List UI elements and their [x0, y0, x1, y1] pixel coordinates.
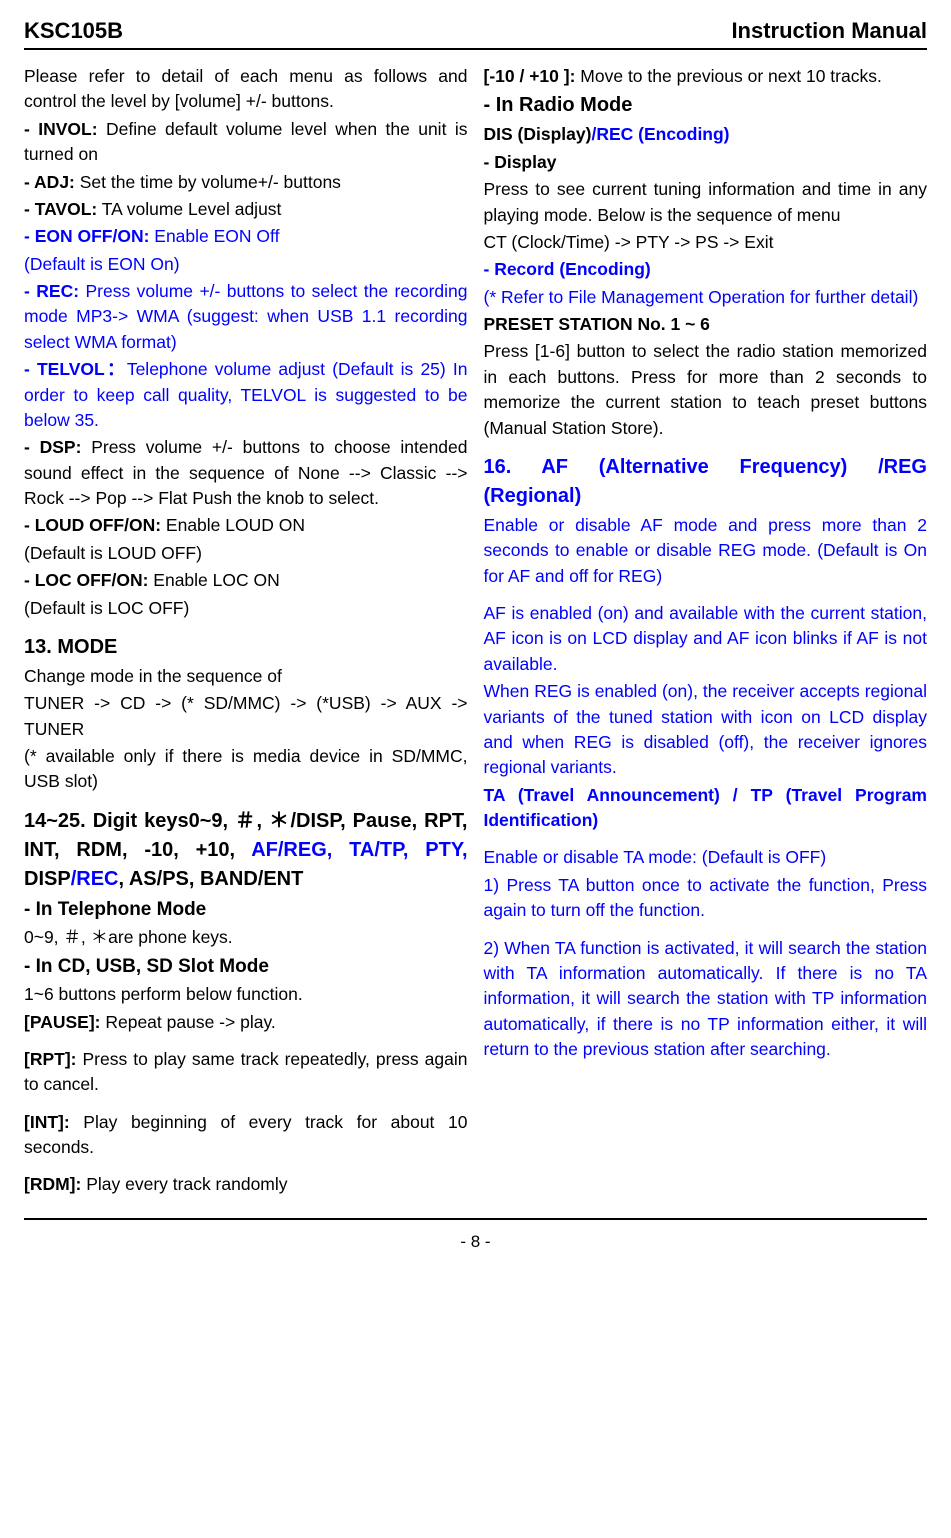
right-column: [-10 / +10 ]: Move to the previous or ne…	[484, 64, 928, 1200]
display-text2: CT (Clock/Time) -> PTY -> PS -> Exit	[484, 230, 928, 255]
mode-title: 13. MODE	[24, 633, 468, 662]
rdm-text: Play every track randomly	[81, 1174, 287, 1194]
loc-text: Enable LOC ON	[148, 570, 279, 590]
rpt-item: [RPT]: Press to play same track repeated…	[24, 1047, 468, 1098]
display-title: - Display	[484, 150, 928, 175]
dsp-label: - DSP:	[24, 437, 81, 457]
int-item: [INT]: Play beginning of every track for…	[24, 1110, 468, 1161]
product-model: KSC105B	[24, 18, 123, 44]
tel-mode-title: - In Telephone Mode	[24, 896, 468, 924]
keys-title: 14~25. Digit keys0~9, ＃, ＊/DISP, Pause, …	[24, 807, 468, 894]
loud-text: Enable LOUD ON	[161, 515, 305, 535]
loc-default: (Default is LOC OFF)	[24, 596, 468, 621]
tel-mode-text: 0~9, ＃, ＊are phone keys.	[24, 925, 468, 950]
rpt-text: Press to play same track repeatedly, pre…	[24, 1049, 468, 1094]
af-title: 16. AF (Alternative Frequency) /REG (Reg…	[484, 453, 928, 511]
page: KSC105B Instruction Manual Please refer …	[0, 0, 951, 1538]
ta-text2: 1) Press TA button once to activate the …	[484, 873, 928, 924]
page-header: KSC105B Instruction Manual	[24, 18, 927, 50]
left-column: Please refer to detail of each menu as f…	[24, 64, 468, 1200]
tavol-text: TA volume Level adjust	[97, 199, 281, 219]
page-footer: - 8 -	[24, 1220, 927, 1252]
cd-mode-text: 1~6 buttons perform below function.	[24, 982, 468, 1007]
radio-mode-title: - In Radio Mode	[484, 91, 928, 120]
preset-title: PRESET STATION No. 1 ~ 6	[484, 312, 928, 337]
tavol-label: - TAVOL:	[24, 199, 97, 219]
telvol-item: - TELVOL：Telephone volume adjust (Defaul…	[24, 357, 468, 433]
doc-title: Instruction Manual	[731, 18, 927, 44]
int-text: Play beginning of every track for about …	[24, 1112, 468, 1157]
adj-label: - ADJ:	[24, 172, 75, 192]
af-text3: When REG is enabled (on), the receiver a…	[484, 679, 928, 781]
telvol-label: - TELVOL：	[24, 359, 127, 379]
loud-default: (Default is LOUD OFF)	[24, 541, 468, 566]
pause-text: Repeat pause -> play.	[100, 1012, 275, 1032]
ta-text1: Enable or disable TA mode: (Default is O…	[484, 845, 928, 870]
skip-text: Move to the previous or next 10 tracks.	[575, 66, 881, 86]
cd-mode-title: - In CD, USB, SD Slot Mode	[24, 953, 468, 981]
pause-item: [PAUSE]: Repeat pause -> play.	[24, 1010, 468, 1035]
rdm-label: [RDM]:	[24, 1174, 81, 1194]
eon-text: Enable EON Off	[149, 226, 279, 246]
loud-item: - LOUD OFF/ON: Enable LOUD ON	[24, 513, 468, 538]
ta-text3: 2) When TA function is activated, it wil…	[484, 936, 928, 1063]
int-label: [INT]:	[24, 1112, 70, 1132]
mode-note: (* available only if there is media devi…	[24, 744, 468, 795]
keys-title-rest: , AS/PS, BAND/ENT	[118, 868, 303, 890]
keys-title-rec: /REC	[71, 868, 119, 890]
skip-label: [-10 / +10 ]:	[484, 66, 576, 86]
loc-label: - LOC OFF/ON:	[24, 570, 148, 590]
eon-default: (Default is EON On)	[24, 252, 468, 277]
record-text: (* Refer to File Management Operation fo…	[484, 285, 928, 310]
loc-item: - LOC OFF/ON: Enable LOC ON	[24, 568, 468, 593]
dsp-text: Press volume +/- buttons to choose inten…	[24, 437, 468, 508]
ta-title: TA (Travel Announcement) / TP (Travel Pr…	[484, 783, 928, 834]
rec-text: Press volume +/- buttons to select the r…	[24, 281, 468, 352]
rpt-label: [RPT]:	[24, 1049, 76, 1069]
rec-label: - REC:	[24, 281, 79, 301]
record-title: - Record (Encoding)	[484, 257, 928, 282]
preset-text: Press [1-6] button to select the radio s…	[484, 339, 928, 441]
loud-label: - LOUD OFF/ON:	[24, 515, 161, 535]
adj-item: - ADJ: Set the time by volume+/- buttons	[24, 170, 468, 195]
mode-line1: Change mode in the sequence of	[24, 664, 468, 689]
invol-label: - INVOL:	[24, 119, 98, 139]
dis-label: DIS (Display)	[484, 124, 592, 144]
rec-encoding-label: REC (Encoding)	[596, 124, 729, 144]
content-columns: Please refer to detail of each menu as f…	[24, 64, 927, 1200]
tavol-item: - TAVOL: TA volume Level adjust	[24, 197, 468, 222]
rdm-item: [RDM]: Play every track randomly	[24, 1172, 468, 1197]
intro-text: Please refer to detail of each menu as f…	[24, 64, 468, 115]
eon-item: - EON OFF/ON: Enable EON Off	[24, 224, 468, 249]
rec-item: - REC: Press volume +/- buttons to selec…	[24, 279, 468, 355]
pause-label: [PAUSE]:	[24, 1012, 100, 1032]
adj-text: Set the time by volume+/- buttons	[75, 172, 341, 192]
mode-line2: TUNER -> CD -> (* SD/MMC) -> (*USB) -> A…	[24, 691, 468, 742]
dis-rec-line: DIS (Display)/REC (Encoding)	[484, 122, 928, 147]
skip-item: [-10 / +10 ]: Move to the previous or ne…	[484, 64, 928, 89]
keys-title-disp: DISP	[24, 868, 71, 890]
eon-label: - EON OFF/ON:	[24, 226, 149, 246]
af-text2: AF is enabled (on) and available with th…	[484, 601, 928, 677]
dsp-item: - DSP: Press volume +/- buttons to choos…	[24, 435, 468, 511]
page-number: - 8 -	[460, 1232, 490, 1251]
af-text1: Enable or disable AF mode and press more…	[484, 513, 928, 589]
invol-item: - INVOL: Define default volume level whe…	[24, 117, 468, 168]
keys-title-afreg: AF/REG, TA/TP, PTY,	[251, 839, 467, 861]
display-text1: Press to see current tuning information …	[484, 177, 928, 228]
